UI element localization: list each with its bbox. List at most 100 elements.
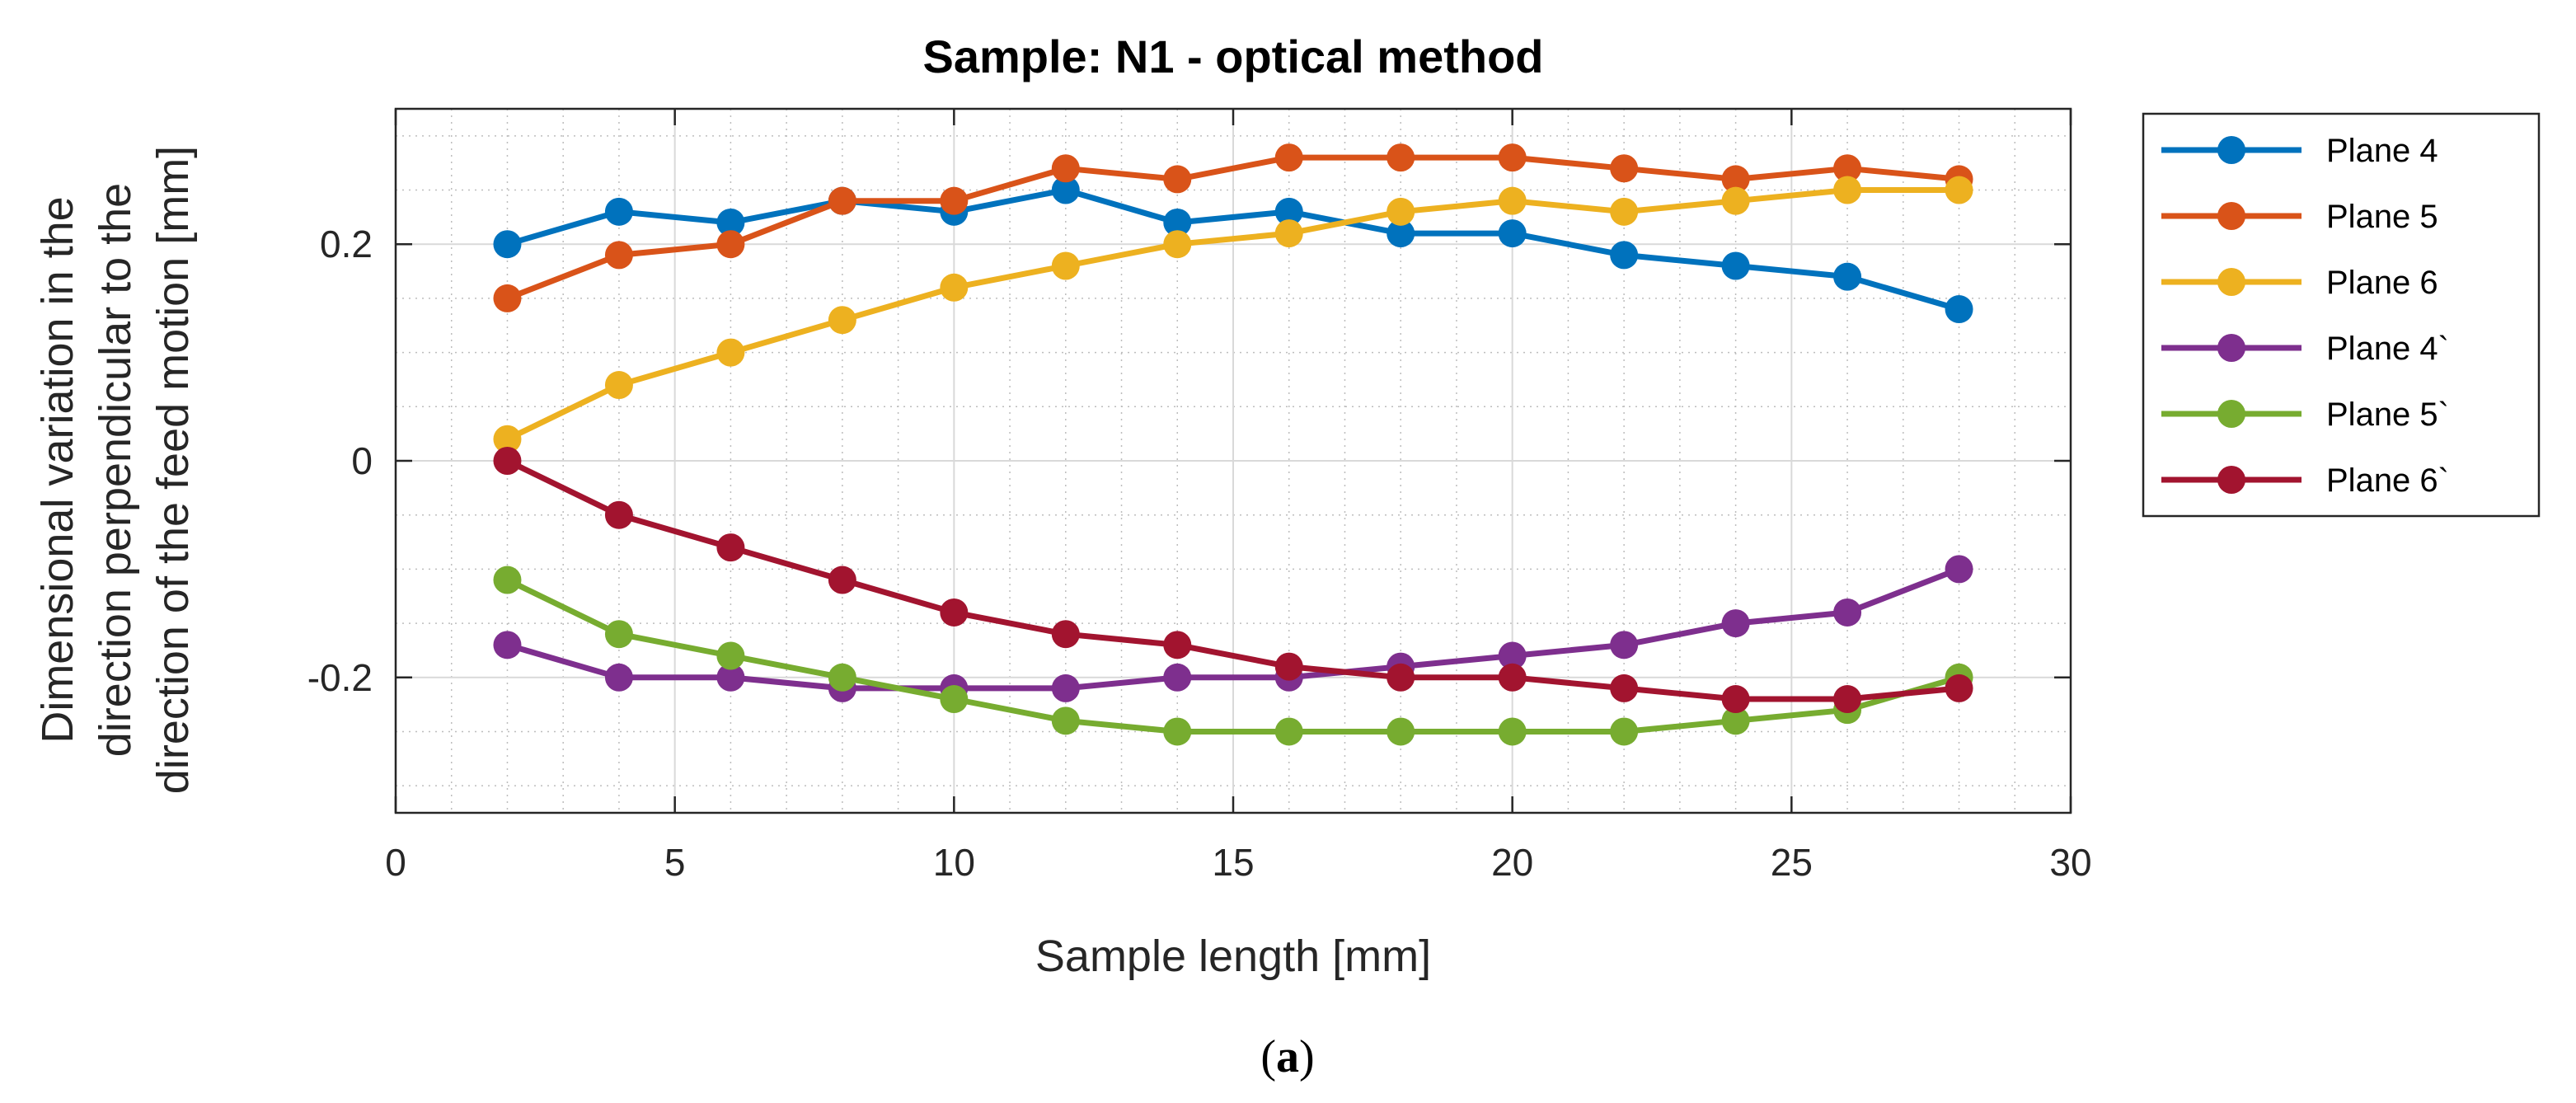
- y-axis-label: Dimensional variation in the direction p…: [33, 146, 198, 794]
- data-point: [828, 306, 856, 335]
- data-point: [1051, 251, 1080, 280]
- axis-ticks: [394, 109, 2072, 813]
- data-point: [1498, 219, 1527, 248]
- data-point: [604, 371, 633, 400]
- data-point: [1833, 154, 1862, 183]
- data-point: [1833, 685, 1862, 714]
- data-point: [828, 186, 856, 215]
- data-point: [1498, 717, 1527, 746]
- y-tick-labels: -0.2 0 0.2: [307, 223, 373, 699]
- data-point: [1387, 663, 1415, 692]
- data-point: [493, 425, 522, 453]
- legend-item: Plane 6`: [2161, 462, 2449, 499]
- legend-marker: [2217, 400, 2245, 428]
- data-point: [1274, 717, 1303, 746]
- data-point: [940, 273, 969, 302]
- data-point: [1051, 176, 1080, 204]
- data-point: [1610, 717, 1639, 746]
- data-point: [716, 208, 745, 237]
- data-point: [1163, 165, 1192, 194]
- data-point: [1387, 197, 1415, 226]
- data-point: [1163, 663, 1192, 692]
- data-point: [716, 338, 745, 367]
- caption-close: ): [1299, 1031, 1315, 1082]
- x-tick-labels: 0 5 10 15 20 25 30: [385, 841, 2091, 884]
- data-point: [716, 533, 745, 562]
- y-axis-label-line-1: Dimensional variation in the: [33, 196, 82, 743]
- caption-open: (: [1260, 1031, 1276, 1082]
- data-point: [493, 230, 522, 259]
- data-point: [1945, 176, 1973, 204]
- data-point: [1163, 631, 1192, 659]
- data-point: [604, 663, 633, 692]
- data-point: [940, 685, 969, 714]
- series-line: [505, 577, 1960, 735]
- legend-marker: [2217, 202, 2245, 230]
- data-point: [1610, 197, 1639, 226]
- y-axis-label-line-3: direction of the feed motion [mm]: [148, 146, 198, 794]
- data-point: [1163, 717, 1192, 746]
- y-axis-label-line-2: direction perpendicular to the: [91, 183, 140, 757]
- data-point: [1163, 208, 1192, 237]
- legend-label: Plane 6`: [2326, 462, 2449, 499]
- y-tick-label: 0: [351, 439, 373, 482]
- x-axis-label: Sample length [mm]: [1035, 932, 1431, 981]
- data-point: [1387, 717, 1415, 746]
- data-point: [940, 598, 969, 627]
- legend-marker: [2217, 334, 2245, 362]
- legend-marker: [2217, 268, 2245, 296]
- data-point: [1610, 241, 1639, 270]
- data-point: [1721, 165, 1750, 194]
- data-point: [716, 230, 745, 259]
- legend-item: Plane 5: [2161, 199, 2438, 235]
- data-point: [1833, 262, 1862, 291]
- data-point: [940, 186, 969, 215]
- data-point: [828, 566, 856, 594]
- legend-label: Plane 6: [2326, 265, 2438, 301]
- data-point: [1721, 706, 1750, 735]
- legend-item: Plane 5`: [2161, 397, 2449, 433]
- figure-caption: (a): [1260, 1031, 1314, 1082]
- series-2: [493, 143, 1973, 312]
- x-tick-label: 30: [2049, 841, 2091, 884]
- legend-items: Plane 4 Plane 5 Plane 6 Plane 4` Plane 5` Pla…: [2161, 133, 2449, 499]
- legend-label: Plane 4: [2326, 133, 2438, 169]
- legend-item: Plane 4`: [2161, 331, 2449, 367]
- data-point: [1051, 674, 1080, 702]
- data-point: [1610, 674, 1639, 702]
- y-tick-label: -0.2: [307, 656, 373, 699]
- data-point: [604, 197, 633, 226]
- data-point: [1833, 176, 1862, 204]
- legend: Plane 4 Plane 5 Plane 6 Plane 4` Plane 5` Pla…: [2142, 112, 2541, 518]
- x-tick-label: 5: [664, 841, 686, 884]
- legend-item: Plane 6: [2161, 265, 2438, 301]
- chart-title: Sample: N1 - optical method: [923, 31, 1544, 82]
- series-layer: [493, 143, 1973, 746]
- legend-box: [2142, 112, 2541, 518]
- legend-item: Plane 4: [2161, 133, 2438, 169]
- x-tick-label: 15: [1212, 841, 1254, 884]
- data-point: [1051, 154, 1080, 183]
- data-point: [1274, 219, 1303, 248]
- data-point: [1498, 186, 1527, 215]
- data-point: [1945, 555, 1973, 584]
- data-point: [1945, 295, 1973, 324]
- data-point: [604, 500, 633, 529]
- data-point: [1274, 197, 1303, 226]
- data-point: [1498, 663, 1527, 692]
- series-line: [505, 458, 1959, 702]
- data-point: [1610, 631, 1639, 659]
- data-point: [1833, 598, 1862, 627]
- data-point: [1498, 143, 1527, 172]
- data-point: [1051, 620, 1080, 649]
- data-point: [493, 631, 522, 659]
- data-point: [1274, 652, 1303, 681]
- data-point: [1387, 219, 1415, 248]
- caption-letter: a: [1276, 1031, 1299, 1082]
- data-point: [716, 663, 745, 692]
- x-tick-label: 25: [1771, 841, 1813, 884]
- data-point: [1498, 641, 1527, 670]
- legend-label: Plane 5: [2326, 199, 2438, 235]
- data-point: [716, 641, 745, 670]
